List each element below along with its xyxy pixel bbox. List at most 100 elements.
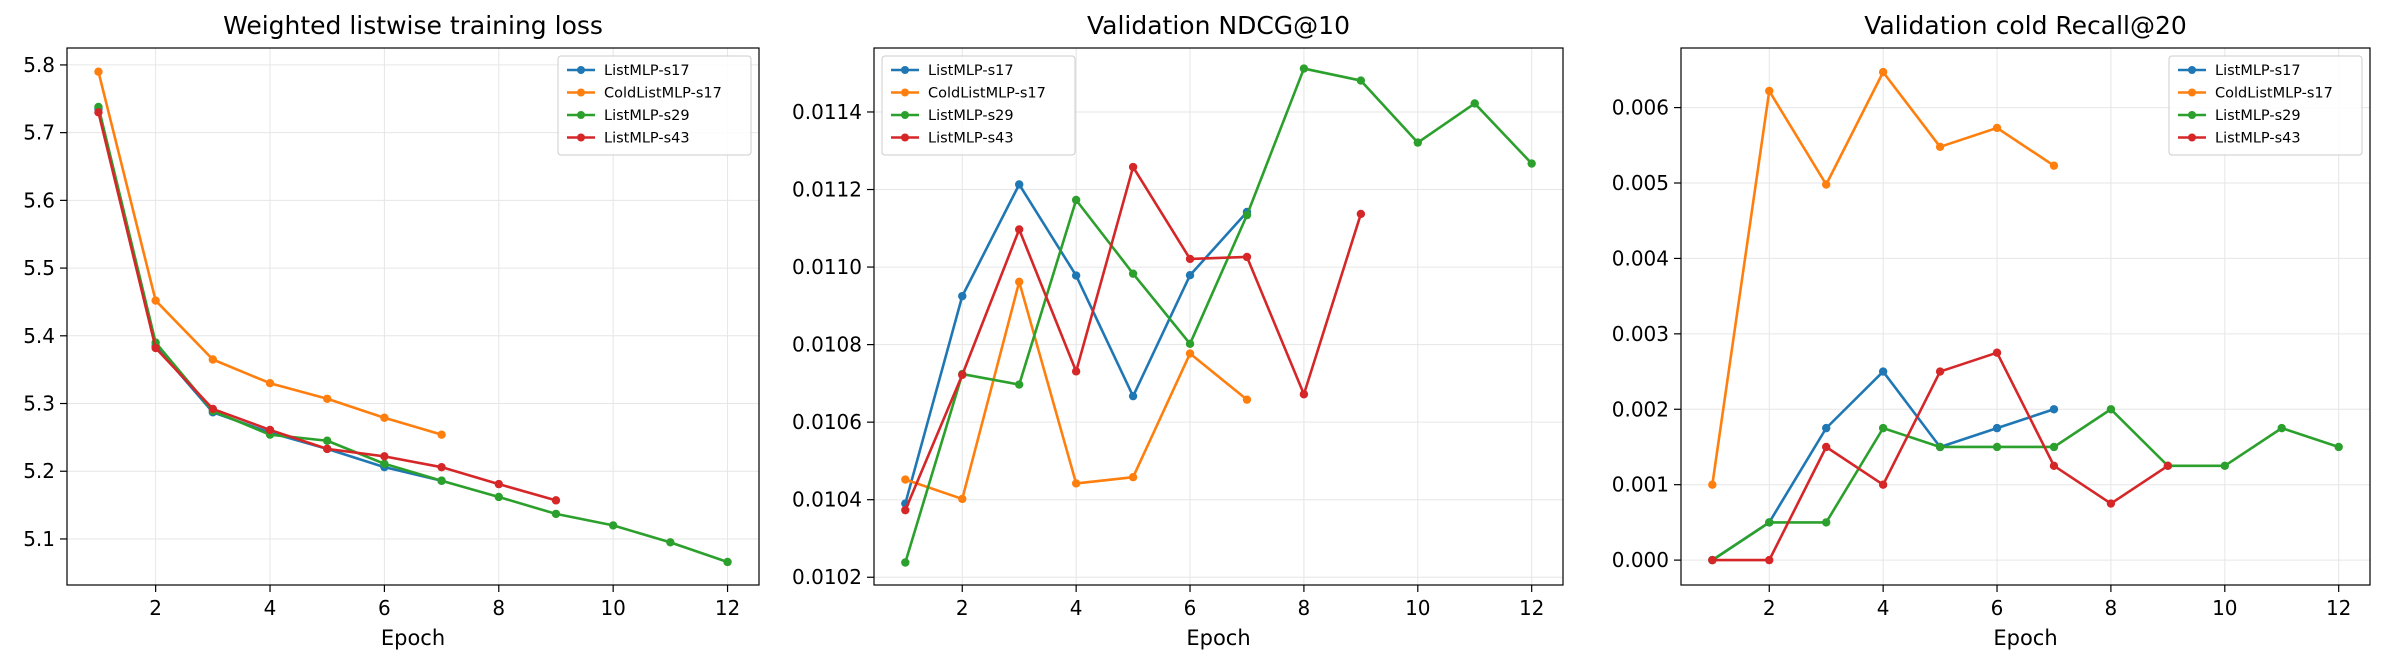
data-point xyxy=(380,413,389,422)
y-tick-label: 0.006 xyxy=(1612,96,1669,120)
data-point xyxy=(437,476,446,485)
data-point xyxy=(2049,442,2059,452)
legend-marker xyxy=(2188,133,2196,142)
data-point xyxy=(265,379,275,388)
data-point xyxy=(1708,480,1717,489)
data-point xyxy=(1708,555,1717,565)
legend-entry: ListMLP-s43 xyxy=(928,131,1014,147)
data-point xyxy=(1935,367,1945,376)
data-point xyxy=(1992,423,2002,433)
chart-panel-1: Weighted listwise training loss 2 4 6 8 10 12 5… xyxy=(23,11,760,650)
data-point xyxy=(94,108,103,117)
data-point xyxy=(1128,473,1138,482)
x-tick-label: 4 xyxy=(1877,596,1890,620)
data-point xyxy=(1242,210,1252,220)
legend-marker xyxy=(577,66,585,74)
data-point xyxy=(265,425,275,435)
data-point xyxy=(1015,277,1024,286)
data-point xyxy=(1015,380,1024,389)
chart-title: Validation NDCG@10 xyxy=(1087,11,1350,40)
data-point xyxy=(1356,76,1366,85)
data-point xyxy=(958,291,967,301)
x-tick-label: 12 xyxy=(2326,596,2351,620)
legend-entry: ListMLP-s43 xyxy=(604,131,690,147)
data-point xyxy=(1071,479,1081,488)
legend-box xyxy=(557,55,752,156)
x-tick-label: 2 xyxy=(149,596,162,620)
legend-entry: ColdListMLP-s17 xyxy=(2215,86,2333,102)
legend-marker xyxy=(577,111,585,119)
legend-marker xyxy=(901,66,909,74)
data-point xyxy=(1128,162,1138,172)
data-point xyxy=(1071,367,1081,376)
y-tick-label: 0.0104 xyxy=(792,488,862,512)
data-point xyxy=(151,296,160,305)
legend-marker xyxy=(901,88,909,97)
data-point xyxy=(2220,461,2229,471)
y-tick-label: 0.003 xyxy=(1612,322,1669,346)
legend-entry: ColdListMLP-s17 xyxy=(928,86,1046,102)
chart-title: Weighted listwise training loss xyxy=(223,11,603,40)
legend-entry: ListMLP-s29 xyxy=(928,108,1014,124)
data-point xyxy=(958,370,967,380)
data-point xyxy=(901,558,910,567)
data-point xyxy=(494,492,503,502)
data-point xyxy=(208,355,218,364)
data-point xyxy=(494,479,503,489)
plot-frame xyxy=(1680,47,2371,586)
data-point xyxy=(1992,348,2002,357)
legend-marker xyxy=(2188,88,2196,97)
y-tick-label: 0.0102 xyxy=(792,565,862,589)
series-line-ListMLP-s29 xyxy=(904,67,1533,564)
x-tick-label: 4 xyxy=(1070,596,1083,620)
data-point xyxy=(1015,225,1024,234)
legend-marker xyxy=(901,133,909,142)
data-point xyxy=(323,394,332,403)
y-tick-label: 0.000 xyxy=(1612,548,1669,572)
data-point xyxy=(2106,499,2116,508)
data-point xyxy=(1242,395,1252,404)
legend: ListMLP-s17 ColdListMLP-s17 ListMLP-s29 Lis… xyxy=(2168,55,2363,156)
x-tick-label: 2 xyxy=(1763,596,1776,620)
x-tick-label: 10 xyxy=(2212,596,2237,620)
data-point xyxy=(1765,518,1774,527)
series-line-ListMLP-s43 xyxy=(1711,351,2170,562)
data-point xyxy=(551,496,561,505)
data-point xyxy=(1356,209,1366,219)
data-point xyxy=(1822,518,1831,527)
legend-marker xyxy=(901,111,909,119)
y-tick-label: 0.0106 xyxy=(792,410,862,434)
y-tick-label: 0.001 xyxy=(1612,473,1669,497)
x-tick-label: 6 xyxy=(378,596,391,620)
x-axis-label: Epoch xyxy=(1186,626,1250,650)
legend-marker xyxy=(577,133,585,142)
data-point xyxy=(723,557,732,567)
chart-title: Validation cold Recall@20 xyxy=(1864,11,2187,40)
y-tick-label: 0.0112 xyxy=(792,178,862,202)
series-line-ListMLP-s29 xyxy=(1711,407,2340,562)
legend-entry: ListMLP-s29 xyxy=(2215,108,2301,124)
data-point xyxy=(2049,161,2059,170)
data-point xyxy=(2334,442,2343,452)
data-point xyxy=(1822,180,1831,189)
chart-panel-2: Validation NDCG@10 2 4 6 8 10 12 0.0102 0.0104 0.… xyxy=(792,11,1564,650)
data-point xyxy=(1992,123,2002,133)
legend-entry: ListMLP-s43 xyxy=(2215,131,2301,147)
data-point xyxy=(1935,442,1945,452)
data-point xyxy=(380,459,389,468)
data-point xyxy=(1413,138,1423,147)
data-point xyxy=(1470,99,1479,108)
data-point xyxy=(1185,349,1195,358)
data-point xyxy=(1822,423,1831,433)
data-point xyxy=(1935,142,1945,151)
plot-frame xyxy=(66,47,760,586)
x-tick-label: 10 xyxy=(1405,596,1430,620)
data-point xyxy=(1765,86,1774,96)
y-tick-label: 0.0110 xyxy=(792,255,862,279)
data-point xyxy=(1185,254,1195,264)
y-tick-label: 5.5 xyxy=(23,256,55,280)
data-point xyxy=(1128,269,1138,278)
y-tick-label: 0.005 xyxy=(1612,171,1669,195)
x-tick-label: 6 xyxy=(1991,596,2004,620)
y-tick-label: 5.8 xyxy=(23,53,55,77)
